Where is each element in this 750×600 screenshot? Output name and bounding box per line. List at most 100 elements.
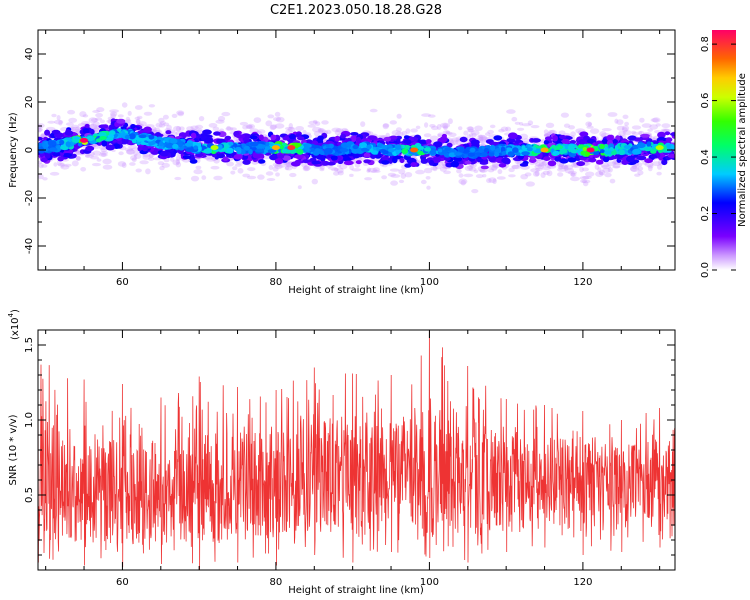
spectrum-halo-dot bbox=[51, 113, 57, 118]
spectrum-halo-dot bbox=[601, 164, 611, 170]
spectrum-halo-dot bbox=[587, 122, 592, 127]
spectrum-ridge-dot bbox=[255, 148, 265, 153]
spectrum-halo-dot bbox=[65, 122, 74, 126]
spectrum-ridge-dot bbox=[339, 148, 349, 153]
spectrum-halo-dot bbox=[489, 124, 496, 129]
spectrum-halo-dot bbox=[269, 124, 276, 131]
spectrum-halo-dot bbox=[274, 123, 285, 129]
spectrum-halo-dot bbox=[257, 129, 266, 135]
spectrum-band-dot bbox=[85, 145, 95, 152]
spectrum-ridge-dot bbox=[584, 150, 590, 157]
spectrum-band-dot bbox=[480, 165, 489, 170]
spectrum-band-dot bbox=[443, 156, 451, 161]
spectrum-halo-dot bbox=[581, 179, 591, 184]
spectrum-halo-dot bbox=[534, 164, 544, 169]
spectrum-ridge-dot bbox=[582, 147, 588, 152]
spectrum-halo-dot bbox=[612, 163, 621, 169]
spectrum-band-dot bbox=[352, 153, 360, 159]
x-tick-label: 60 bbox=[116, 277, 129, 288]
spectrum-band-dot bbox=[508, 132, 518, 139]
spectrum-halo-dot bbox=[288, 123, 293, 129]
spectrum-band-dot bbox=[627, 136, 637, 140]
spectrum-halo-dot bbox=[162, 122, 170, 127]
spectrum-ridge-dot bbox=[381, 144, 388, 150]
spectrum-ridge-dot bbox=[170, 138, 178, 144]
spectrum-halo-dot bbox=[585, 112, 592, 118]
spectrum-ridge-dot bbox=[359, 142, 368, 148]
spectrum-halo-dot bbox=[127, 110, 132, 116]
spectrum-halo-dot bbox=[366, 169, 371, 173]
spectrum-halo-dot bbox=[511, 116, 518, 122]
spectrum-band-dot bbox=[661, 159, 668, 166]
spectrum-peak bbox=[586, 147, 595, 153]
spectrum-halo-dot bbox=[38, 128, 42, 133]
spectrum-halo-dot bbox=[445, 131, 453, 135]
spectrum-band-dot bbox=[640, 133, 650, 138]
colorbar-ticks: 0.0 0.2 0.4 0.6 0.8 bbox=[700, 36, 736, 278]
spectrum-halo-dot bbox=[321, 120, 329, 125]
snr-panel: 60 80 100 120 0.5 1.0 1.5 Height of straight … bbox=[7, 309, 676, 596]
spectrum-ridge-dot bbox=[382, 150, 389, 155]
spectrum-band-dot bbox=[216, 138, 226, 144]
spectrum-halo-dot bbox=[500, 126, 509, 132]
snr-series bbox=[38, 330, 675, 570]
spectrum-band-dot bbox=[552, 135, 558, 142]
spectrum-halo-dot bbox=[38, 174, 44, 180]
spectrum-band-dot bbox=[441, 133, 447, 139]
spectrum-halo-dot bbox=[396, 113, 402, 119]
spectrum-halo-dot bbox=[471, 132, 477, 138]
x-tick-label: 100 bbox=[420, 577, 439, 588]
spectrum-halo-dot bbox=[579, 166, 584, 173]
spectrum-band-dot bbox=[559, 134, 567, 140]
spectrum-halo-dot bbox=[486, 178, 492, 184]
spectrum-band-dot bbox=[297, 136, 305, 141]
spectrum-halo-dot bbox=[479, 136, 484, 142]
spectrum-halo-dot bbox=[579, 176, 590, 180]
spectrum-band-dot bbox=[277, 154, 285, 159]
spectrum-halo-dot bbox=[458, 178, 468, 185]
spectrum-halo-dot bbox=[594, 164, 600, 170]
spectrum-halo-dot bbox=[382, 164, 388, 168]
spectrum-halo-dot bbox=[456, 168, 462, 174]
colorbar-gradient bbox=[712, 30, 736, 270]
spectrum-ridge-dot bbox=[185, 147, 195, 152]
spectrum-halo-dot bbox=[606, 161, 617, 167]
spectrum-halo-dot bbox=[136, 119, 141, 125]
spectrum-band-dot bbox=[130, 124, 136, 129]
spectrum-halo-dot bbox=[157, 161, 165, 166]
colorbar-label: Normalized spectral amplitude bbox=[737, 73, 748, 227]
spectrum-halo-dot bbox=[212, 126, 220, 131]
spectrum-ridge-dot bbox=[611, 150, 617, 156]
spectrum-halo-dot bbox=[637, 166, 644, 171]
spectrum-ridge-dot bbox=[441, 149, 448, 154]
spectrum-halo-dot bbox=[599, 131, 607, 137]
spectrum-band-dot bbox=[567, 157, 577, 163]
spectrum-halo-dot bbox=[582, 167, 589, 172]
spectrum-halo-dot bbox=[41, 164, 48, 168]
spectrum-halo-dot bbox=[285, 164, 293, 171]
spectrum-halo-dot bbox=[334, 167, 339, 172]
spectrum-halo-dot bbox=[213, 158, 220, 164]
spectrum-ridge-dot bbox=[105, 137, 114, 142]
spectrum-band-dot bbox=[282, 155, 291, 161]
spectrum-ridge-dot bbox=[236, 148, 242, 155]
spectrum-halo-dot bbox=[656, 171, 662, 176]
spectrum-halo-dot bbox=[162, 114, 169, 120]
spectrum-halo-dot bbox=[247, 167, 256, 172]
spectrum-ridge-dot bbox=[646, 141, 652, 147]
spectrum-halo-dot bbox=[508, 167, 515, 173]
spectrum-halo-dot bbox=[451, 137, 460, 143]
spectrogram-y-label: Frequency (Hz) bbox=[8, 112, 19, 188]
spectrum-halo-dot bbox=[492, 163, 501, 169]
spectrum-ridge-dot bbox=[507, 151, 515, 158]
spectrum-halo-dot bbox=[527, 120, 534, 126]
spectrum-halo-dot bbox=[616, 119, 624, 125]
spectrum-band-dot bbox=[392, 156, 398, 164]
spectrum-band-dot bbox=[626, 155, 635, 163]
spectrum-halo-dot bbox=[230, 170, 236, 175]
spectrum-band-dot bbox=[446, 142, 453, 148]
spectrum-halo-dot bbox=[604, 172, 612, 178]
spectrum-band-dot bbox=[425, 139, 432, 144]
spectrum-halo-dot bbox=[85, 154, 90, 158]
spectrum-halo-dot bbox=[210, 165, 220, 170]
